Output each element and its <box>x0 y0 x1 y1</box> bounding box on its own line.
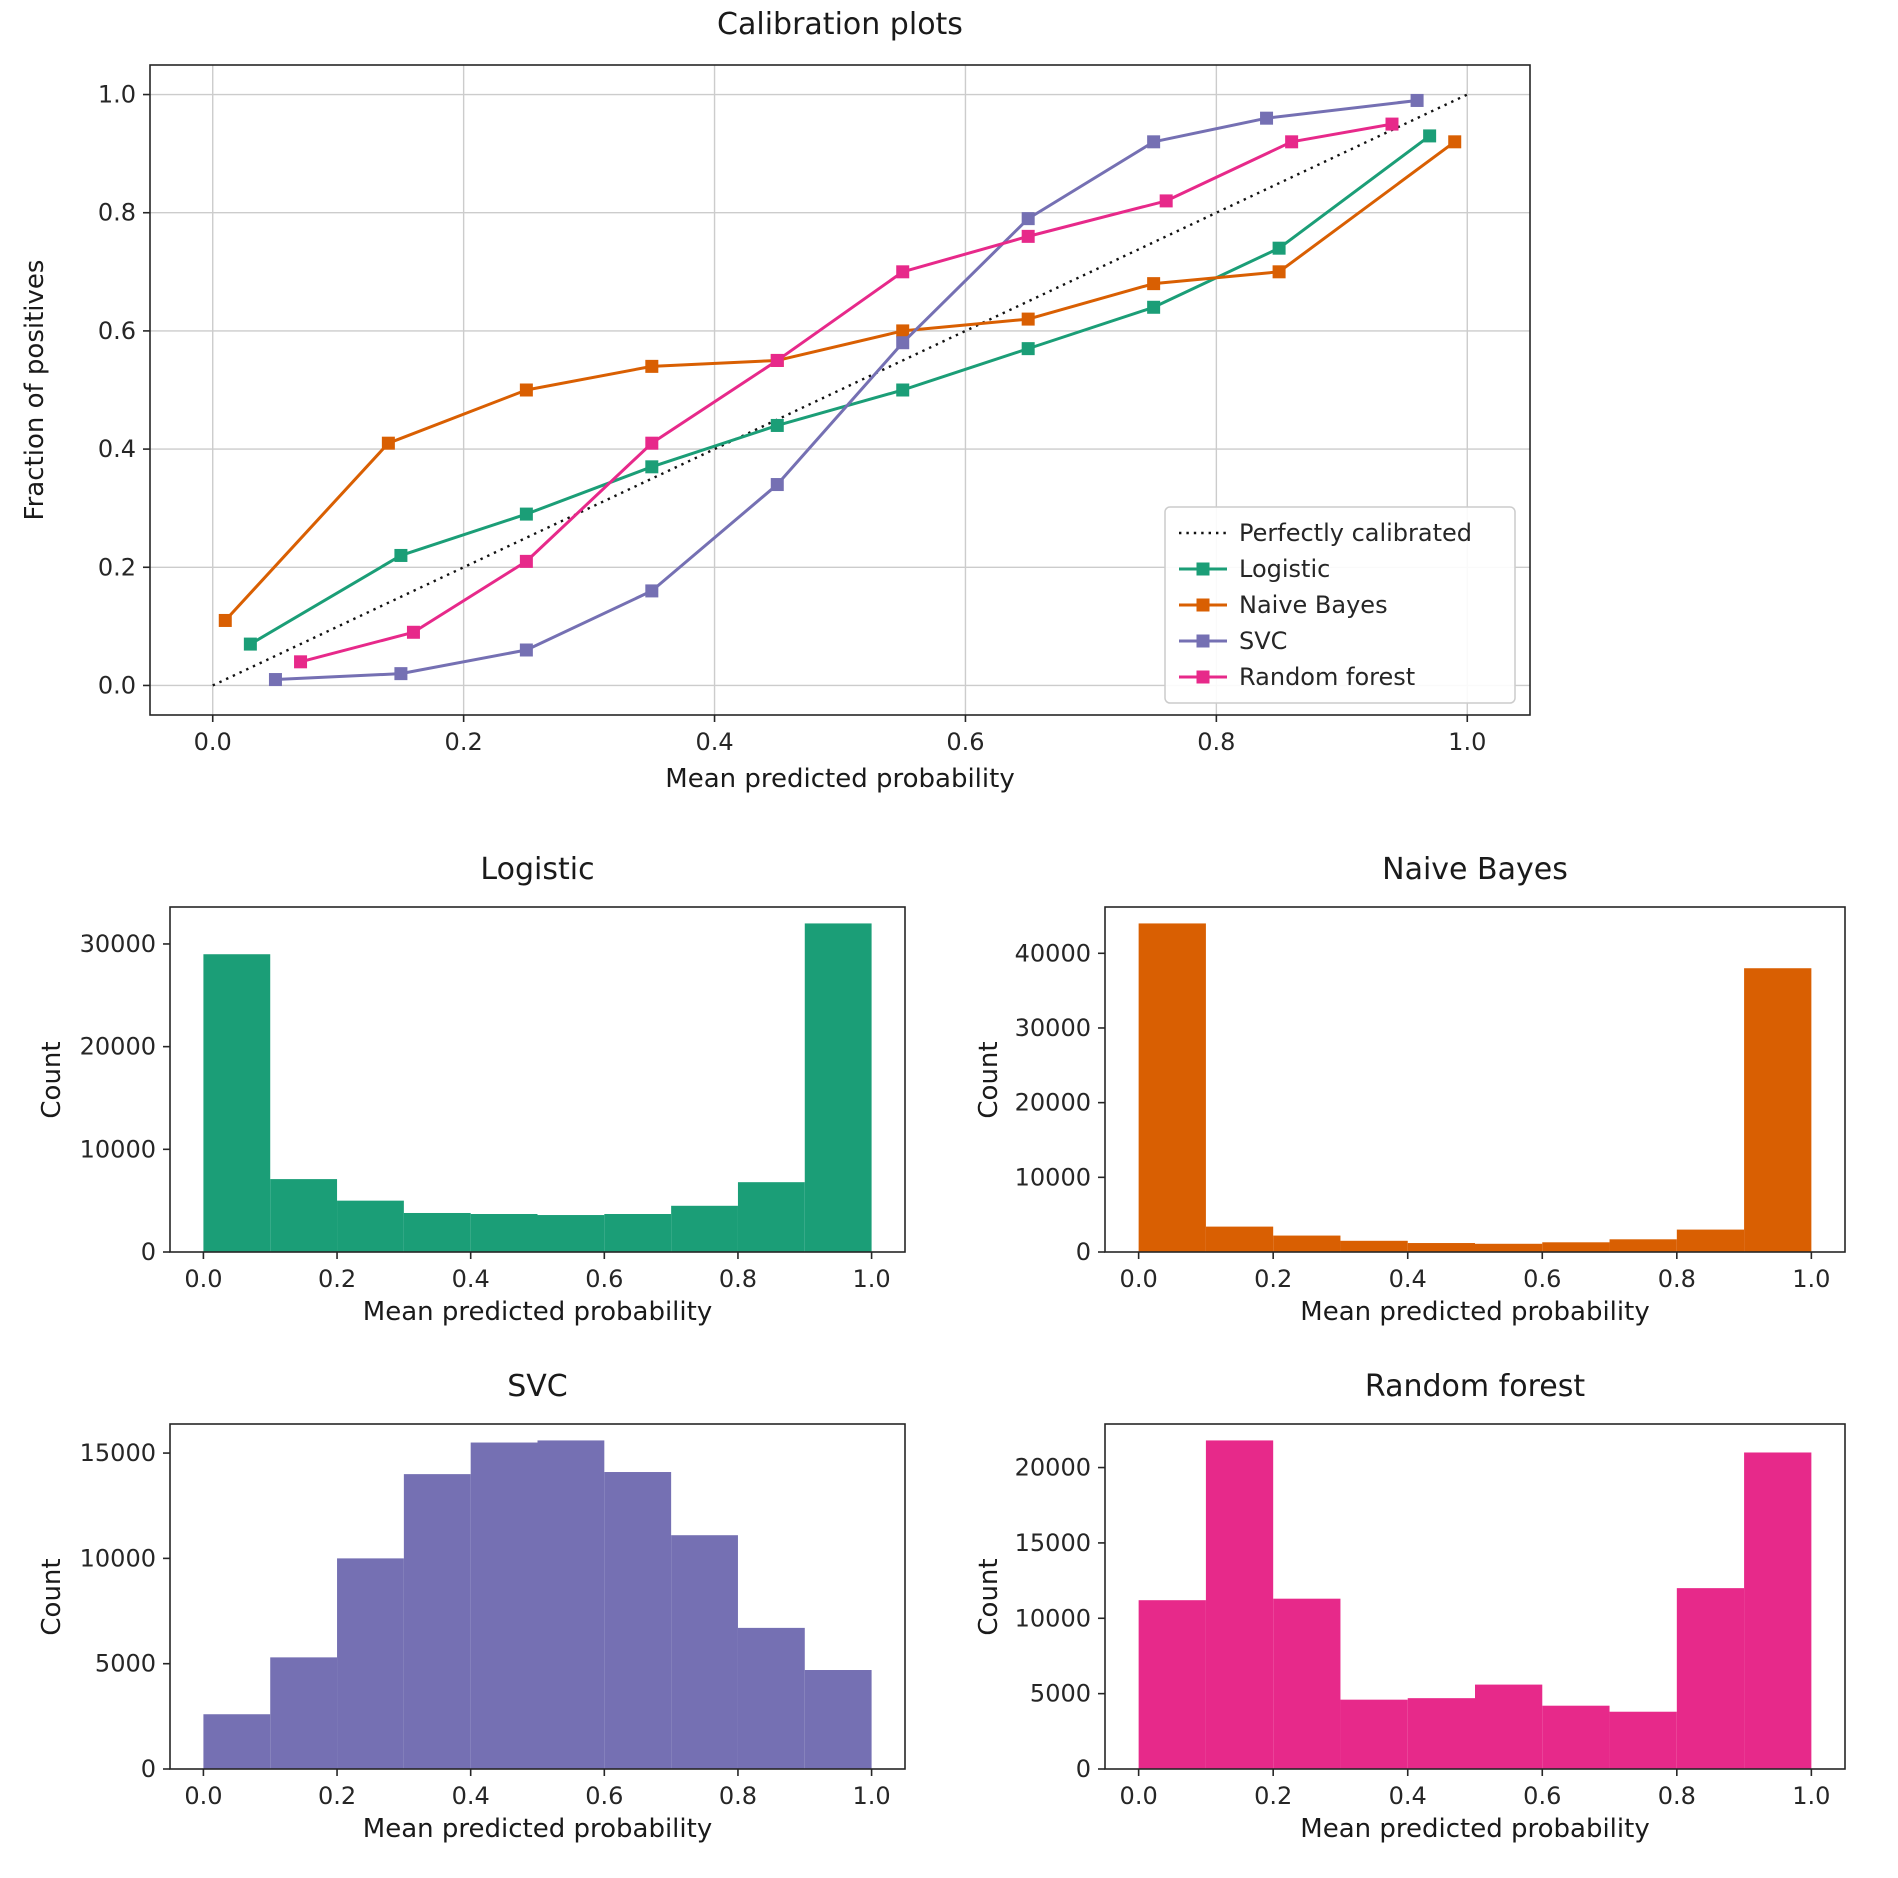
svg-text:20000: 20000 <box>1015 1089 1091 1117</box>
histogram-naive-bayes-title: Naive Bayes <box>1382 852 1568 887</box>
svg-text:Random forest: Random forest <box>1239 663 1415 691</box>
svg-text:0.0: 0.0 <box>98 671 136 699</box>
svg-text:1.0: 1.0 <box>853 1265 891 1293</box>
svg-text:20000: 20000 <box>80 1033 156 1061</box>
svg-text:0.8: 0.8 <box>719 1265 757 1293</box>
svg-text:1.0: 1.0 <box>1792 1782 1830 1810</box>
histogram-bars <box>203 1440 872 1769</box>
histogram-random-forest: Random forest Count Mean predicted proba… <box>949 1362 1898 1878</box>
svg-text:0.0: 0.0 <box>194 728 232 756</box>
svg-text:0.0: 0.0 <box>1120 1265 1158 1293</box>
svg-text:0.4: 0.4 <box>452 1265 490 1293</box>
svg-text:0.8: 0.8 <box>98 199 136 227</box>
svg-text:0.6: 0.6 <box>98 317 136 345</box>
svg-text:0.0: 0.0 <box>1120 1782 1158 1810</box>
svg-text:30000: 30000 <box>80 930 156 958</box>
histogram-random-forest-title: Random forest <box>1364 1369 1586 1404</box>
svg-text:10000: 10000 <box>1015 1604 1091 1632</box>
svg-text:15000: 15000 <box>1015 1529 1091 1557</box>
histogram-naive-bayes-xlabel: Mean predicted probability <box>1300 1297 1650 1327</box>
histogram-svc-canvas: 0.0 0.2 0.4 0.6 0.8 1.0 0 5000 10000 15000 <box>80 1423 906 1810</box>
svg-text:0: 0 <box>141 1238 156 1266</box>
svg-text:10000: 10000 <box>80 1544 156 1572</box>
histogram-bars <box>1138 1440 1812 1769</box>
svg-text:0: 0 <box>1076 1755 1091 1783</box>
calibration-canvas: 0.0 0.2 0.4 0.6 0.8 1.0 0.0 0.2 0.4 0.6 0.8 1.0 Perf… <box>98 64 1531 756</box>
svg-text:5000: 5000 <box>1030 1680 1091 1708</box>
calibration-title: Calibration plots <box>717 7 963 42</box>
svg-text:30000: 30000 <box>1015 1014 1091 1042</box>
svg-text:0.2: 0.2 <box>1254 1265 1292 1293</box>
calibration-xlabel: Mean predicted probability <box>665 764 1015 794</box>
svg-text:0.8: 0.8 <box>1658 1782 1696 1810</box>
legend: Perfectly calibrated Logistic Naive Bayes S… <box>1164 506 1516 704</box>
svg-text:0.2: 0.2 <box>318 1782 356 1810</box>
svg-text:0.8: 0.8 <box>1658 1265 1696 1293</box>
histogram-logistic-xlabel: Mean predicted probability <box>362 1297 713 1327</box>
histogram-logistic-canvas: 0.0 0.2 0.4 0.6 0.8 1.0 0 10000 20000 30000 <box>80 906 906 1293</box>
histogram-logistic: Logistic Count Mean predicted probabilit… <box>0 845 949 1362</box>
histogram-svc-xlabel: Mean predicted probability <box>362 1814 713 1844</box>
svg-text:0.0: 0.0 <box>184 1782 222 1810</box>
svg-text:15000: 15000 <box>80 1439 156 1467</box>
histogram-bars <box>203 923 872 1252</box>
series-svc <box>268 93 1424 687</box>
histogram-bars <box>1138 923 1812 1252</box>
svg-text:0.6: 0.6 <box>1523 1265 1561 1293</box>
perfectly-calibrated-line <box>212 93 1468 687</box>
histogram-svc-title: SVC <box>507 1369 568 1404</box>
svg-text:0.4: 0.4 <box>98 435 136 463</box>
svg-text:0.4: 0.4 <box>1389 1265 1427 1293</box>
svg-text:10000: 10000 <box>80 1135 156 1163</box>
svg-text:0.8: 0.8 <box>1197 728 1235 756</box>
svg-text:1.0: 1.0 <box>98 81 136 109</box>
svg-text:0.4: 0.4 <box>695 728 733 756</box>
svg-text:1.0: 1.0 <box>1792 1265 1830 1293</box>
svg-text:0.2: 0.2 <box>318 1265 356 1293</box>
svg-text:0.6: 0.6 <box>585 1782 623 1810</box>
svg-text:Logistic: Logistic <box>1239 555 1330 583</box>
svg-text:0.4: 0.4 <box>1389 1782 1427 1810</box>
svg-text:10000: 10000 <box>1015 1163 1091 1191</box>
svg-text:0.2: 0.2 <box>445 728 483 756</box>
svg-text:0: 0 <box>141 1755 156 1783</box>
series-random-forest <box>294 117 1399 669</box>
calibration-plot: Calibration plots Fraction of positives … <box>0 0 1898 845</box>
svg-text:0.2: 0.2 <box>98 553 136 581</box>
svg-text:0.2: 0.2 <box>1254 1782 1292 1810</box>
svg-text:0.6: 0.6 <box>1523 1782 1561 1810</box>
svg-text:0.6: 0.6 <box>585 1265 623 1293</box>
histogram-naive-bayes: Naive Bayes Count Mean predicted probabi… <box>949 845 1898 1362</box>
histogram-random-forest-xlabel: Mean predicted probability <box>1300 1814 1650 1844</box>
histogram-naive-bayes-canvas: 0.0 0.2 0.4 0.6 0.8 1.0 0 10000 20000 30000 40000 <box>1015 906 1846 1293</box>
svg-text:1.0: 1.0 <box>1448 728 1486 756</box>
histogram-random-forest-canvas: 0.0 0.2 0.4 0.6 0.8 1.0 0 5000 10000 15000 20000 <box>1015 1423 1846 1810</box>
histogram-svc: SVC Count Mean predicted probability 0.0… <box>0 1362 949 1878</box>
svg-text:40000: 40000 <box>1015 939 1091 967</box>
svg-text:0.4: 0.4 <box>452 1782 490 1810</box>
svg-text:0.6: 0.6 <box>946 728 984 756</box>
svg-text:0: 0 <box>1076 1238 1091 1266</box>
svg-text:5000: 5000 <box>95 1650 156 1678</box>
svg-text:20000: 20000 <box>1015 1454 1091 1482</box>
svg-text:SVC: SVC <box>1239 627 1287 655</box>
svg-text:0.8: 0.8 <box>719 1782 757 1810</box>
svg-text:0.0: 0.0 <box>184 1265 222 1293</box>
svg-text:Naive Bayes: Naive Bayes <box>1239 591 1388 619</box>
histogram-logistic-title: Logistic <box>480 852 595 887</box>
svg-text:Perfectly calibrated: Perfectly calibrated <box>1239 519 1472 547</box>
svg-text:1.0: 1.0 <box>853 1782 891 1810</box>
